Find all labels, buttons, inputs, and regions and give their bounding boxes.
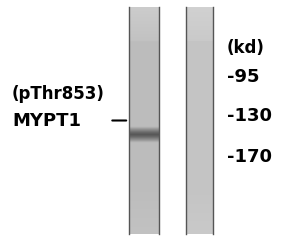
Bar <box>159 7 186 234</box>
Text: (pThr853): (pThr853) <box>12 85 105 103</box>
Text: -130: -130 <box>226 107 272 125</box>
Text: (kd): (kd) <box>226 39 264 57</box>
Text: -170: -170 <box>226 148 272 166</box>
Text: MYPT1: MYPT1 <box>12 112 81 129</box>
Text: -95: -95 <box>226 68 259 86</box>
